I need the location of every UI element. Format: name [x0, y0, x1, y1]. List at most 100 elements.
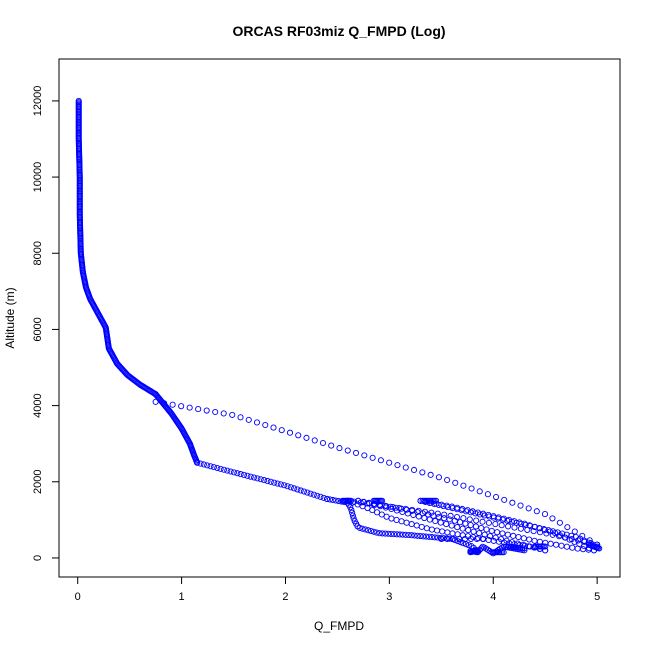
data-point — [566, 536, 573, 543]
data-point — [278, 427, 285, 434]
data-point — [498, 522, 505, 529]
data-point — [417, 532, 424, 540]
data-point — [402, 531, 409, 538]
data-point — [556, 519, 563, 526]
data-point — [419, 469, 426, 476]
data-point — [543, 530, 550, 537]
data-point — [569, 544, 576, 551]
data-point — [287, 484, 294, 491]
data-point — [348, 506, 355, 514]
data-point — [530, 528, 537, 535]
data-point — [152, 398, 159, 405]
data-point — [369, 507, 376, 514]
data-point — [379, 497, 386, 504]
data-point — [459, 525, 466, 532]
data-point — [204, 462, 211, 469]
data-point — [332, 497, 339, 504]
data-point — [336, 445, 343, 452]
data-point — [468, 485, 475, 492]
data-point — [487, 533, 494, 540]
data-point — [390, 531, 398, 538]
data-point — [518, 520, 525, 527]
data-point — [377, 457, 384, 464]
data-point — [454, 524, 461, 531]
data-point — [510, 532, 517, 539]
data-point — [408, 532, 415, 539]
data-point — [503, 537, 510, 544]
data-point — [303, 434, 310, 441]
data-point — [418, 523, 425, 530]
data-point — [229, 411, 236, 418]
data-point — [526, 536, 533, 543]
data-point — [435, 474, 442, 481]
data-point — [385, 530, 392, 537]
data-point — [291, 485, 298, 492]
data-point — [403, 519, 410, 526]
y-tick-label: 10000 — [32, 162, 44, 193]
data-point — [220, 466, 227, 473]
data-point — [472, 523, 479, 530]
data-point — [203, 407, 210, 414]
data-point — [195, 406, 202, 413]
data-point — [479, 535, 486, 542]
data-point — [481, 512, 488, 519]
data-point — [410, 511, 417, 519]
data-point — [326, 496, 333, 503]
data-point — [394, 462, 401, 469]
data-point — [352, 449, 360, 457]
data-point — [527, 522, 534, 530]
data-point — [413, 522, 420, 529]
data-point — [576, 540, 583, 548]
data-point — [365, 527, 372, 534]
data-point — [432, 518, 439, 525]
data-point — [541, 511, 549, 518]
data-point — [214, 464, 221, 472]
data-point — [457, 539, 464, 546]
data-point — [253, 419, 261, 426]
data-point — [473, 517, 480, 524]
data-point — [379, 530, 386, 537]
data-point — [474, 547, 481, 554]
data-point — [596, 545, 603, 552]
data-point — [521, 545, 528, 552]
data-point — [323, 495, 331, 502]
data-point — [452, 479, 459, 486]
data-point — [501, 496, 508, 503]
data-point — [261, 477, 268, 484]
data-point — [580, 546, 587, 553]
data-point — [281, 482, 288, 489]
data-point — [362, 526, 369, 533]
data-point — [200, 461, 207, 468]
data-point — [435, 513, 442, 520]
data-point — [361, 452, 368, 459]
data-point — [564, 524, 571, 531]
y-tick-label: 0 — [32, 555, 44, 561]
data-point — [212, 408, 219, 416]
data-point — [161, 400, 168, 407]
data-point — [450, 535, 457, 542]
data-point — [207, 463, 214, 470]
y-axis-label: Altitude (m) — [3, 287, 17, 348]
data-point — [462, 535, 469, 542]
data-point — [494, 529, 501, 536]
data-point — [428, 534, 435, 541]
data-point — [483, 526, 490, 533]
data-point — [553, 541, 560, 548]
data-point — [257, 476, 264, 483]
plot-frame — [58, 58, 621, 578]
data-point — [454, 506, 461, 513]
data-point — [370, 528, 377, 535]
data-point — [513, 519, 520, 526]
data-point — [347, 504, 354, 511]
data-point — [476, 511, 483, 518]
data-point — [376, 530, 383, 537]
data-point — [446, 516, 453, 523]
data-point — [251, 474, 258, 481]
data-point — [310, 491, 317, 498]
data-point — [460, 515, 467, 522]
data-point — [386, 459, 393, 466]
data-point — [437, 519, 444, 526]
data-point — [431, 534, 438, 541]
data-point — [466, 516, 473, 523]
data-point — [393, 516, 400, 523]
